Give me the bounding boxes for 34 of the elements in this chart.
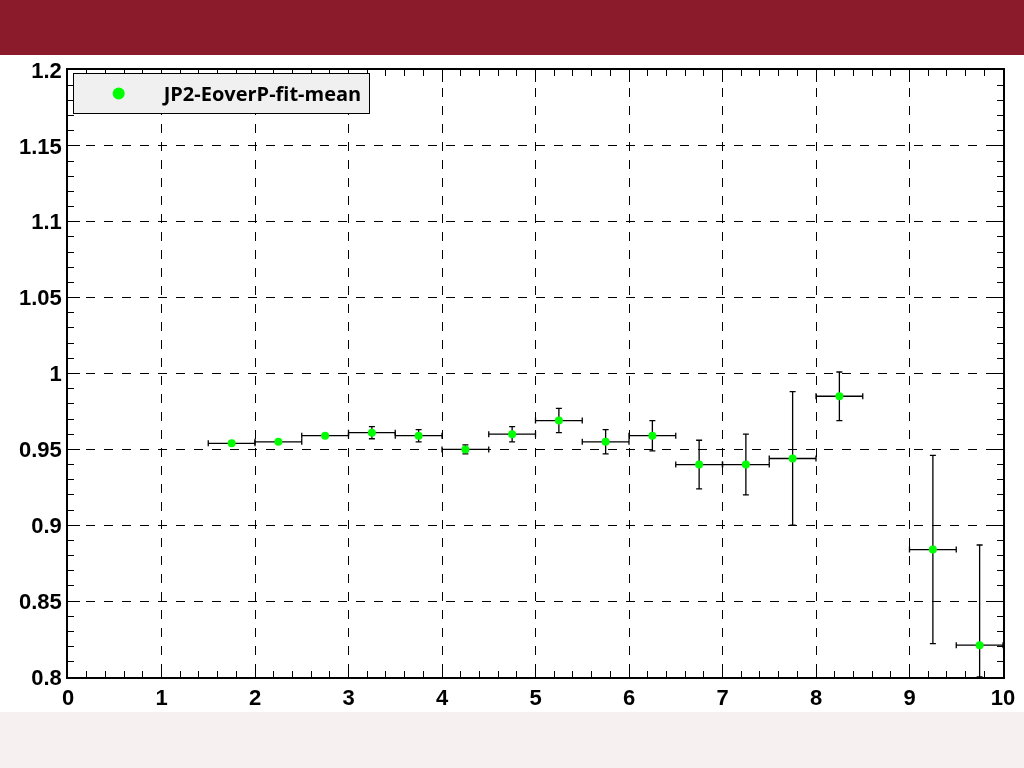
- y-tick-label: 1.1: [31, 209, 62, 235]
- x-tick-label: 2: [248, 685, 262, 711]
- point: [648, 431, 657, 440]
- x-tick-label: 3: [342, 685, 355, 711]
- legend-label: JP2-EoverP-fit-mean: [161, 80, 362, 108]
- y-tick-label: 1.2: [31, 57, 62, 83]
- x-tick-label: 1: [155, 685, 168, 711]
- point: [321, 431, 330, 440]
- point: [928, 545, 937, 554]
- x-tick-label: 9: [903, 685, 916, 711]
- point: [788, 454, 797, 463]
- y-tick-label: 1: [49, 361, 62, 387]
- point: [227, 439, 236, 448]
- point: [508, 430, 517, 439]
- y-tick-label: 1.15: [19, 133, 62, 159]
- point: [741, 460, 750, 469]
- x-tick-label: 8: [809, 685, 823, 711]
- y-tick-label: 0.85: [19, 588, 62, 614]
- y-tick-label: 1.05: [19, 285, 62, 311]
- y-tick-label: 0.9: [31, 512, 62, 538]
- point: [695, 460, 704, 469]
- point: [975, 641, 984, 650]
- x-tick-label: 0: [61, 685, 75, 711]
- x-tick-label: 7: [716, 685, 729, 711]
- point: [835, 392, 844, 401]
- x-tick-label: 6: [622, 685, 636, 711]
- point: [554, 416, 563, 425]
- x-tick-label: 5: [529, 685, 542, 711]
- point: [274, 437, 283, 446]
- x-tick-label: 10: [990, 685, 1016, 711]
- y-tick-label: 0.95: [19, 437, 62, 463]
- x-tick-label: 4: [435, 685, 449, 711]
- y-tick-label: 0.8: [31, 664, 62, 690]
- point: [601, 437, 610, 446]
